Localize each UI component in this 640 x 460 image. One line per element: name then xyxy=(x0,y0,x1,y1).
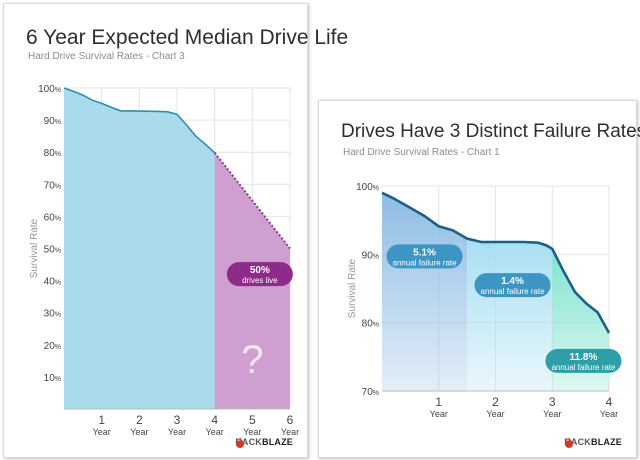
badge-caption: annual failure rate xyxy=(551,363,616,372)
y-tick-label: 90% xyxy=(362,250,379,261)
median-life-badge: 50%drives live xyxy=(226,262,293,287)
y-tick-label: 10% xyxy=(44,373,61,384)
y-tick-label: 100% xyxy=(38,84,61,95)
x-tick-label: 3 xyxy=(174,413,181,427)
failure-rate-badge: 5.1%annual failure rate xyxy=(386,244,463,269)
x-tick-unit: Year xyxy=(243,427,261,437)
failure-rate-badge: 1.4%annual failure rate xyxy=(474,273,551,298)
x-tick-label: 1 xyxy=(98,413,105,427)
y-tick-label: 70% xyxy=(44,180,61,191)
projected-line xyxy=(213,152,291,250)
badge-value: 1.4% xyxy=(501,276,524,287)
badge-value: 50% xyxy=(250,265,270,276)
x-tick-unit: Year xyxy=(600,409,618,419)
badge-caption: annual failure rate xyxy=(481,287,546,296)
brand-logo: BACKBLAZE xyxy=(235,437,293,448)
failure-rate-badge: 11.8%annual failure rate xyxy=(545,348,622,373)
chart-card-left: 6 Year Expected Median Drive Life Hard D… xyxy=(3,3,348,458)
observed-area xyxy=(64,88,215,409)
x-tick-label: 4 xyxy=(211,413,218,427)
y-axis-label: Survival Rate xyxy=(29,218,40,278)
y-tick-label: 80% xyxy=(362,319,379,330)
badge-value: 5.1% xyxy=(413,247,436,258)
y-tick-label: 90% xyxy=(44,116,61,127)
survival-chart-left: 10%20%30%40%50%60%70%80%90%100%1Year2Yea… xyxy=(29,84,299,437)
y-tick-label: 50% xyxy=(44,245,61,256)
survival-chart-right: 70%80%90%100%1Year2Year3Year4YearSurviva… xyxy=(347,182,622,419)
question-mark: ? xyxy=(241,338,263,382)
y-tick-label: 70% xyxy=(362,387,379,398)
brand-name-light: BACK xyxy=(564,437,591,447)
failure-zone-area xyxy=(382,192,468,391)
x-tick-unit: Year xyxy=(93,427,111,437)
y-tick-label: 40% xyxy=(44,277,61,288)
y-tick-label: 20% xyxy=(44,341,61,352)
chart-subtitle: Hard Drive Survival Rates - Chart 1 xyxy=(343,147,500,158)
flame-icon xyxy=(236,437,245,448)
x-tick-label: 4 xyxy=(606,395,613,409)
brand-name-bold: BLAZE xyxy=(262,437,293,447)
x-tick-unit: Year xyxy=(281,427,299,437)
badge-caption: drives live xyxy=(242,276,278,285)
brand-name-light: BACK xyxy=(235,437,262,447)
y-tick-label: 80% xyxy=(44,148,61,159)
x-tick-unit: Year xyxy=(130,427,148,437)
x-tick-label: 2 xyxy=(136,413,143,427)
failure-zone-area xyxy=(467,238,553,391)
x-tick-label: 6 xyxy=(287,413,294,427)
x-tick-unit: Year xyxy=(543,409,561,419)
survival-line xyxy=(381,191,611,334)
x-tick-label: 5 xyxy=(249,413,256,427)
x-tick-label: 1 xyxy=(435,395,442,409)
badge-shape xyxy=(226,262,293,287)
chart-title: Drives Have 3 Distinct Failure Rates xyxy=(341,121,640,142)
x-tick-label: 2 xyxy=(492,395,499,409)
x-tick-label: 3 xyxy=(549,395,556,409)
brand-name-bold: BLAZE xyxy=(591,437,622,447)
badge-shape xyxy=(386,244,463,269)
chart-card-right: Drives Have 3 Distinct Failure Rates Har… xyxy=(318,100,640,458)
flame-icon xyxy=(565,437,574,448)
x-tick-unit: Year xyxy=(206,427,224,437)
badge-shape xyxy=(474,273,551,298)
brand-logo: BACKBLAZE xyxy=(564,437,622,448)
x-tick-unit: Year xyxy=(486,409,504,419)
y-tick-label: 100% xyxy=(356,182,379,193)
chart-subtitle: Hard Drive Survival Rates - Chart 3 xyxy=(28,51,185,62)
y-tick-label: 60% xyxy=(44,212,61,223)
x-tick-unit: Year xyxy=(430,409,448,419)
y-tick-label: 30% xyxy=(44,309,61,320)
y-axis-label: Survival Rate xyxy=(347,258,358,318)
chart-title: 6 Year Expected Median Drive Life xyxy=(26,26,349,49)
badge-caption: annual failure rate xyxy=(393,258,458,267)
badge-value: 11.8% xyxy=(570,352,598,363)
x-tick-unit: Year xyxy=(168,427,186,437)
badge-shape xyxy=(545,348,622,373)
observed-line xyxy=(63,87,216,154)
